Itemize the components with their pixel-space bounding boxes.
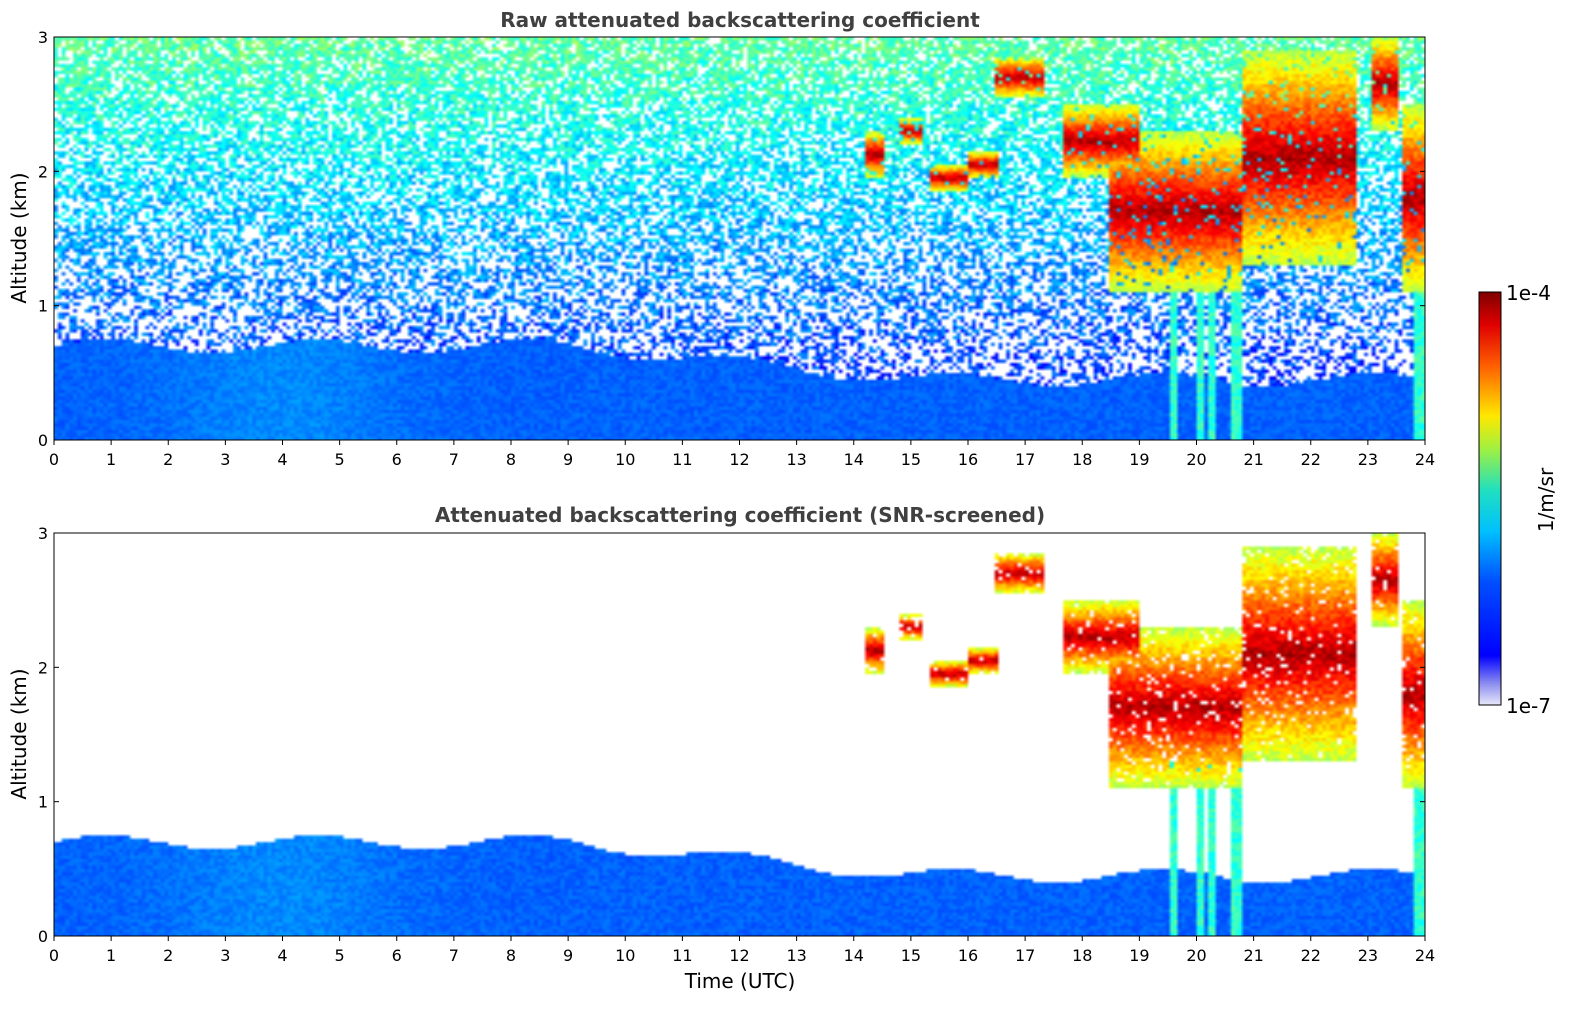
panel-raw: Raw attenuated backscattering coefficien… [7,8,1435,469]
x-tick-label: 9 [563,946,573,965]
x-tick-label: 5 [335,450,345,469]
colorbar: 1e-4 1e-7 1/m/sr [1478,281,1558,718]
x-ticks-screened: 0 1 2 3 4 5 6 7 8 9 10 11 12 13 14 15 16 17 18 19 20 21 22 23 24 [49,936,1435,965]
y-tick-label: 2 [38,162,48,181]
colorbar-min-label: 1e-7 [1506,694,1551,718]
x-tick-label: 18 [1072,946,1092,965]
x-tick-label: 21 [1243,946,1263,965]
y-tick-label: 0 [38,927,48,946]
x-tick-label: 9 [563,450,573,469]
x-tick-label: 11 [672,450,692,469]
x-tick-label: 3 [220,946,230,965]
x-tick-label: 1 [106,946,116,965]
x-tick-label: 6 [392,946,402,965]
y-tick-label: 2 [38,658,48,677]
plot-area-raw [54,37,1425,440]
x-tick-label: 0 [49,946,59,965]
x-tick-label: 21 [1243,450,1263,469]
y-tick-label: 1 [38,297,48,316]
x-tick-label: 18 [1072,450,1092,469]
x-tick-label: 12 [729,450,749,469]
x-tick-label: 14 [844,946,864,965]
x-tick-label: 24 [1415,946,1435,965]
x-tick-label: 8 [506,946,516,965]
x-ticks-raw: 0 1 2 3 4 5 6 7 8 9 10 11 12 13 14 15 16 17 18 19 20 21 22 23 24 [49,440,1435,469]
y-axis-label-raw: Altitude (km) [7,172,31,303]
x-tick-label: 10 [615,946,635,965]
x-tick-label: 10 [615,450,635,469]
x-tick-label: 7 [449,450,459,469]
x-tick-label: 8 [506,450,516,469]
x-tick-label: 6 [392,450,402,469]
colorbar-gradient [1478,291,1502,706]
x-tick-label: 4 [277,946,287,965]
x-tick-label: 19 [1129,450,1149,469]
y-tick-label: 3 [38,28,48,47]
x-tick-label: 15 [901,946,921,965]
colorbar-max-label: 1e-4 [1506,281,1551,305]
x-tick-label: 1 [106,450,116,469]
backscatter-field [54,37,1425,440]
x-tick-label: 13 [786,450,806,469]
x-tick-label: 14 [844,450,864,469]
x-tick-label: 4 [277,450,287,469]
x-tick-label: 20 [1186,946,1206,965]
panel-2-title: Attenuated backscattering coefficient (S… [435,503,1045,527]
y-ticks-screened: 0 1 2 3 [38,524,1425,946]
panel-1-title: Raw attenuated backscattering coefficien… [500,8,980,32]
x-tick-label: 13 [786,946,806,965]
x-tick-label: 7 [449,946,459,965]
x-tick-label: 11 [672,946,692,965]
colorbar-unit-label: 1/m/sr [1534,467,1558,532]
x-tick-label: 20 [1186,450,1206,469]
x-tick-label: 16 [958,946,978,965]
x-tick-label: 15 [901,450,921,469]
x-tick-label: 2 [163,450,173,469]
x-tick-label: 22 [1301,450,1321,469]
x-tick-label: 19 [1129,946,1149,965]
x-tick-label: 12 [729,946,749,965]
y-tick-label: 3 [38,524,48,543]
x-tick-label: 23 [1358,450,1378,469]
x-tick-label: 16 [958,450,978,469]
y-tick-label: 1 [38,793,48,812]
y-ticks-raw: 0 1 2 3 [38,28,1425,450]
plot-area-screened [54,533,1425,936]
x-tick-label: 23 [1358,946,1378,965]
x-tick-label: 17 [1015,946,1035,965]
x-tick-label: 2 [163,946,173,965]
x-tick-label: 22 [1301,946,1321,965]
y-tick-label: 0 [38,431,48,450]
x-tick-label: 0 [49,450,59,469]
backscatter-field [54,533,1425,936]
x-tick-label: 5 [335,946,345,965]
x-tick-label: 17 [1015,450,1035,469]
x-axis-label: Time (UTC) [684,969,796,993]
x-tick-label: 24 [1415,450,1435,469]
panel-screened: Attenuated backscattering coefficient (S… [7,503,1435,993]
x-tick-label: 3 [220,450,230,469]
y-axis-label-screened: Altitude (km) [7,668,31,799]
